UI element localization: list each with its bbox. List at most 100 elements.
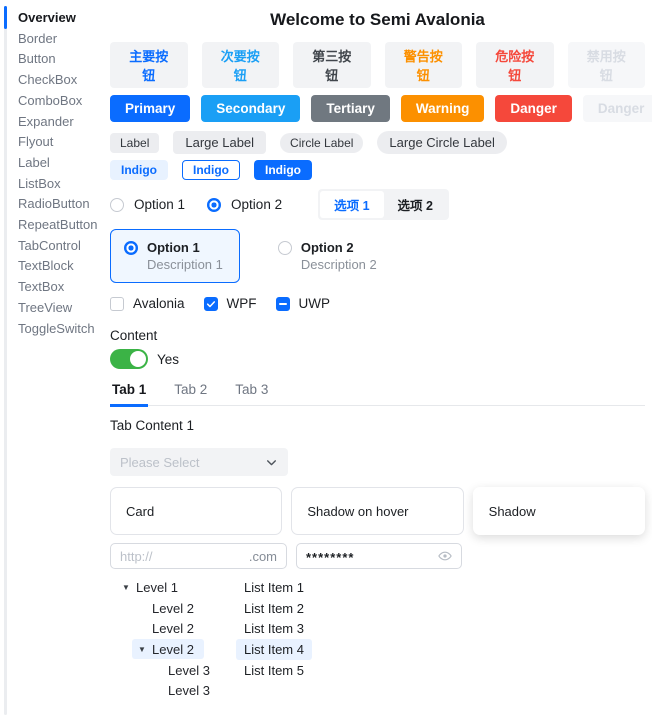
option-card-2-title: Option 2 [300,240,354,255]
uwp-checkbox-label[interactable]: UWP [298,296,331,311]
sidebar-item-expander[interactable]: Expander [18,113,74,129]
list-item-1[interactable]: List Item 1 [244,579,304,595]
light-primary-button[interactable]: 主要按钮 [110,42,188,88]
tertiary-button[interactable]: Tertiary [311,95,390,122]
radio-option1-label[interactable]: Option 1 [134,197,186,212]
list-box: List Item 1 List Item 2 List Item 3 List… [236,577,312,680]
sidebar-item-listbox[interactable]: ListBox [18,175,61,191]
sidebar-item-overview[interactable]: Overview [18,10,76,25]
avalonia-checkbox-label[interactable]: Avalonia [133,296,185,311]
list-item-2[interactable]: List Item 2 [244,600,304,616]
tree-item-level1[interactable]: ▼ Level 1 [110,577,232,598]
option-card-2-description: Description 2 [300,257,377,272]
radio-option2[interactable] [207,197,222,212]
card-shadow-on-hover-label: Shadow on hover [307,503,409,519]
sidebar-item-label[interactable]: Label [18,154,50,170]
caret-down-icon[interactable]: ▼ [122,582,130,592]
tree-item-level3-a[interactable]: Level 3 [110,660,232,681]
light-secondary-button[interactable]: 次要按钮 [201,42,279,88]
radio-option2-label[interactable]: Option 2 [231,197,283,212]
tree-item-level2-a[interactable]: Level 2 [110,598,232,619]
sidebar-item-flyout[interactable]: Flyout [18,134,54,150]
indeterminate-dash-icon [278,302,287,305]
sidebar: Overview Border Button CheckBox ComboBox… [18,8,106,339]
sidebar-item-radiobutton[interactable]: RadioButton [18,196,90,212]
segmented-control: 选项 1 选项 2 [318,189,449,220]
caret-down-icon[interactable]: ▼ [138,644,146,654]
label-chip: Label [110,132,160,153]
sidebar-item-border[interactable]: Border [18,30,58,46]
segment-option2[interactable]: 选项 2 [397,199,433,213]
option-card-2[interactable]: Option 2 Description 2 [264,229,394,283]
sidebar-item-textbox[interactable]: TextBox [18,279,65,295]
indigo-tag-light: Indigo [110,160,168,180]
sidebar-item-button[interactable]: Button [18,51,56,67]
radio-option1[interactable] [110,197,124,212]
option-card-2-text: Option 2 Description 2 [301,239,377,273]
tab-2[interactable]: Tab 2 [174,382,208,397]
toggle-switch-label: Yes [157,351,180,367]
tree-item-highlight: ▼ Level 2 [132,639,204,660]
password-input[interactable]: ******** [296,543,462,569]
url-input[interactable]: http:// .com [110,543,287,569]
sidebar-item-checkbox[interactable]: CheckBox [18,72,78,88]
toggle-row: Yes [110,349,645,369]
sidebar-selected-indicator [4,6,7,29]
card-basic-label: Card [126,503,155,519]
sidebar-item-textblock[interactable]: TextBlock [18,258,74,274]
large-circle-label-chip: Large Circle Label [377,131,507,154]
tree-item-level2-c[interactable]: ▼ Level 2 [110,639,232,660]
tree-item-label: Level 2 [152,641,194,657]
circle-label-chip: Circle Label [280,132,364,153]
option-card-1-radio[interactable] [124,241,138,255]
password-input-value: ******** [306,550,355,565]
tree-view: ▼ Level 1 Level 2 Level 2 ▼ Level 2 Leve… [110,577,232,701]
tree-item-level3-b[interactable]: Level 3 [110,680,232,701]
light-warning-button[interactable]: 警告按钮 [384,42,462,88]
tab-1[interactable]: Tab 1 [110,377,149,407]
option-card-2-radio[interactable] [277,241,292,255]
uwp-checkbox[interactable] [275,296,290,311]
list-item-4[interactable]: List Item 4 [236,639,312,660]
sidebar-item-combobox[interactable]: ComboBox [18,92,83,108]
large-label-chip: Large Label [173,131,267,154]
card-shadow-on-hover[interactable]: Shadow on hover [291,487,464,535]
sidebar-item-tabcontrol[interactable]: TabControl [18,237,81,253]
label-row: Label Large Label Circle Label Large Cir… [110,131,645,154]
sidebar-item-repeatbutton[interactable]: RepeatButton [18,217,98,233]
card-shadow: Shadow [472,487,645,535]
combobox-placeholder: Please Select [120,454,200,470]
combobox[interactable]: Please Select [110,448,288,476]
sidebar-scrollbar-track[interactable] [4,6,7,715]
wpf-checkbox-label[interactable]: WPF [226,296,257,311]
list-item-3[interactable]: List Item 3 [244,621,304,637]
light-danger-button[interactable]: 危险按钮 [476,42,554,88]
avalonia-checkbox[interactable] [110,296,124,311]
tab-3[interactable]: Tab 3 [235,382,269,397]
eye-icon[interactable] [438,549,452,563]
solid-button-row: Primary Secondary Tertiary Warning Dange… [110,95,652,122]
sidebar-item-toggleswitch[interactable]: ToggleSwitch [18,320,95,336]
sidebar-item-treeview[interactable]: TreeView [18,299,73,315]
tab-bar: Tab 1 Tab 2 Tab 3 [110,377,645,407]
segment-option1[interactable]: 选项 1 [320,191,384,218]
secondary-button[interactable]: Secondary [201,95,301,122]
toggle-switch[interactable] [110,349,148,369]
input-row: http:// .com ******** [110,543,645,569]
toggle-heading: Content [110,328,158,343]
tab-content: Tab Content 1 [110,418,195,433]
warning-button[interactable]: Warning [400,95,485,122]
list-item-5[interactable]: List Item 5 [244,662,304,678]
option-card-row: Option 1 Description 1 Option 2 Descript… [110,229,645,283]
primary-button[interactable]: Primary [110,95,191,122]
toggle-switch-knob [130,351,146,367]
tree-item-level2-b[interactable]: Level 2 [110,618,232,639]
tree-item-label: Level 1 [136,579,178,595]
tree-item-label: Level 2 [152,621,194,637]
indigo-tag-solid: Indigo [254,160,312,180]
danger-button[interactable]: Danger [495,95,572,122]
light-tertiary-button[interactable]: 第三按钮 [293,42,371,88]
option-card-1[interactable]: Option 1 Description 1 [110,229,240,283]
wpf-checkbox[interactable] [203,296,218,311]
disabled-button: Danger [582,95,652,122]
